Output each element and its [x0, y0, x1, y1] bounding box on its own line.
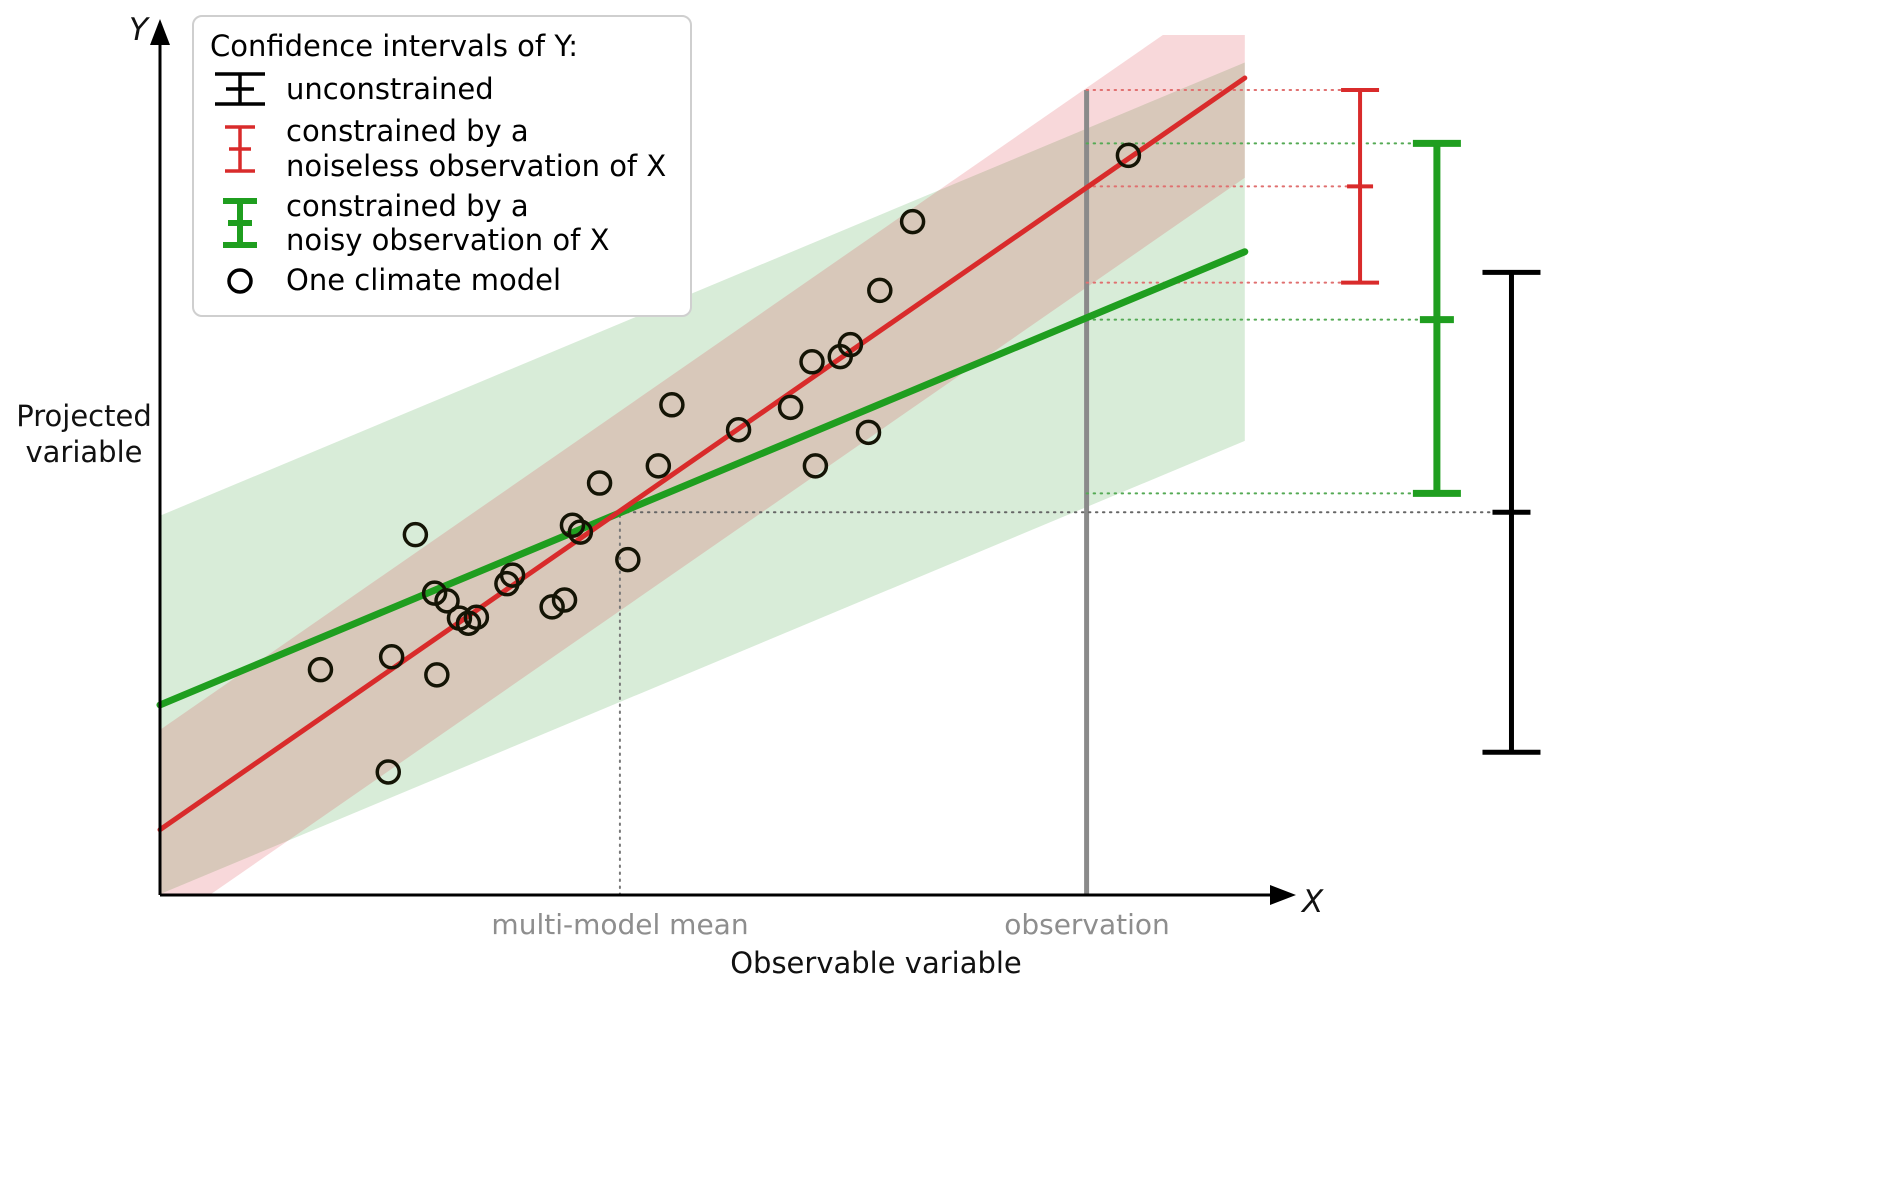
climate-model-point: [434, 588, 460, 614]
legend-label-unconstrained: unconstrained: [286, 71, 494, 106]
climate-model-point: [463, 604, 490, 630]
errorbar-red-icon: [208, 121, 272, 177]
climate-model-point: [494, 570, 520, 597]
legend-label-climate-model: One climate model: [286, 263, 562, 298]
climate-model-point: [725, 416, 752, 443]
climate-model-point: [375, 759, 402, 785]
legend-item-noiseless: constrained by a noiseless observation o…: [208, 114, 666, 184]
legend: Confidence intervals of Y: unconstrained: [192, 15, 693, 317]
unconstrained-errorbar: [1482, 269, 1541, 755]
climate-model-point: [827, 343, 854, 370]
legend-label-noiseless: constrained by a noiseless observation o…: [286, 114, 667, 183]
climate-model-point: [855, 419, 882, 446]
legend-title: Confidence intervals of Y:: [210, 29, 578, 63]
climate-model-point: [586, 470, 613, 496]
errorbar-green-icon: [208, 195, 272, 251]
climate-model-point: [867, 277, 893, 304]
legend-item-unconstrained: unconstrained: [208, 69, 666, 109]
red_line-band: [160, 35, 1245, 895]
green_line: [156, 248, 1249, 709]
y-axis-title: Projected variable: [16, 399, 152, 470]
climate-model-circle-icon: [208, 264, 272, 298]
climate-model-point: [799, 349, 825, 375]
climate-model-point: [421, 580, 448, 606]
climate-model-point: [567, 519, 594, 545]
errorbar-black-icon: [208, 69, 272, 109]
climate-model-point: [551, 587, 578, 613]
x-axis-arrow-icon: [1270, 885, 1296, 905]
climate-model-point: [424, 662, 450, 688]
climate-model-points: [307, 142, 1142, 785]
legend-item-noisy: constrained by a noisy observation of X: [208, 189, 666, 259]
climate-model-point: [777, 394, 804, 421]
climate-model-point: [659, 392, 685, 418]
constrained-noisy-errorbar: [1412, 139, 1461, 497]
climate-model-point: [899, 208, 926, 235]
tick-label-observation: observation: [1004, 908, 1170, 941]
climate-model-point: [539, 594, 565, 620]
legend-item-climate-model: One climate model: [208, 263, 666, 298]
climate-model-point: [378, 644, 405, 670]
red_line: [157, 75, 1248, 833]
x-axis-letter: X: [1302, 884, 1324, 920]
y-axis-arrow-icon: [150, 19, 170, 45]
x-axis-title: Observable variable: [730, 946, 1022, 980]
climate-model-point: [307, 656, 334, 683]
tick-label-multi-model-mean: multi-model mean: [491, 908, 749, 941]
climate-model-point: [615, 546, 641, 573]
y-axis-letter: Y: [129, 12, 148, 48]
climate-model-point: [1115, 142, 1142, 169]
climate-model-point: [402, 521, 429, 548]
climate-model-point: [645, 453, 672, 479]
legend-label-noisy: constrained by a noisy observation of X: [286, 188, 610, 258]
climate-model-point: [559, 512, 586, 538]
climate-model-point: [802, 453, 829, 479]
constrained-noiseless-errorbar: [1341, 88, 1380, 285]
